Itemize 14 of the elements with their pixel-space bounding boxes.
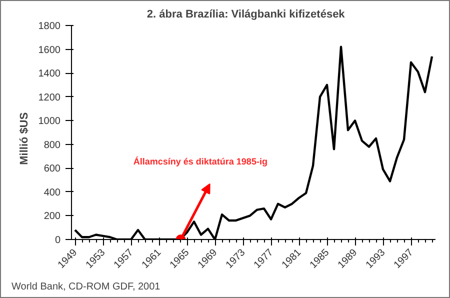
y-tick-label: 1600 [38, 44, 61, 56]
y-tick-label: 400 [44, 187, 61, 198]
y-tick-label: 800 [44, 140, 61, 151]
y-tick-label: 600 [44, 164, 61, 175]
y-axis-title: Millió $US [18, 112, 30, 165]
y-tick-label: 200 [44, 211, 61, 222]
chart-title: 2. ábra Brazília: Világbanki kifizetések [146, 8, 346, 20]
y-tick-label: 1200 [38, 92, 61, 104]
text: World Bank, CD-ROM GDF, 2001 [12, 282, 161, 292]
y-tick-label: 1400 [38, 68, 61, 80]
y-tick-label: 1000 [38, 116, 61, 128]
y-tick-label: 0 [54, 235, 61, 246]
y-tick-label: 1800 [38, 21, 61, 32]
annotation: Államcsíny és diktatúra 1985-ig [133, 156, 268, 167]
